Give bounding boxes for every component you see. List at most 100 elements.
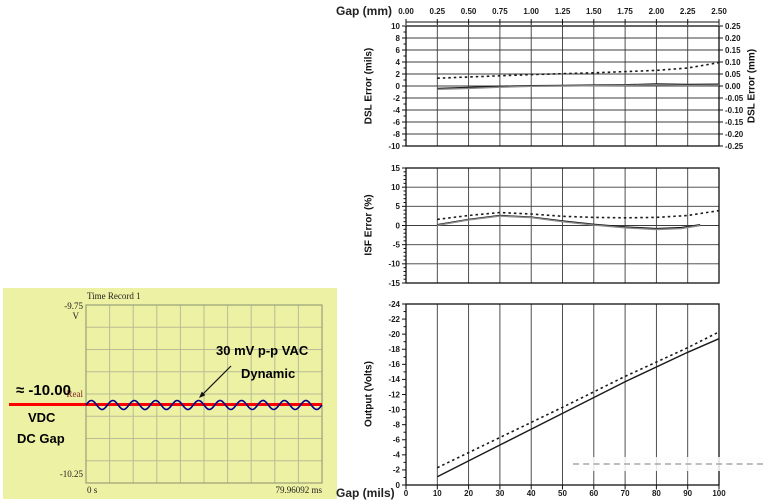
tick-label: 50 [558, 489, 567, 498]
dsl-error-mils-axis-title: DSL Error (mils) [363, 47, 375, 125]
series-dsl-solid-gray [437, 84, 720, 90]
output-volts-axis-title: Output (Volts) [363, 361, 375, 427]
tick-label: -0.15 [725, 118, 744, 127]
chart-output-volts: -24-22-20-18-16-14-12-10-8-6-4-200 10 20 30… [388, 300, 726, 498]
vac-wave [85, 399, 323, 411]
tick-label: 0.20 [725, 34, 741, 43]
tick-label: 10 [391, 22, 400, 31]
tick-label: 5 [396, 202, 401, 211]
tick-label: 0.75 [492, 7, 508, 16]
tick-label: 1.50 [586, 7, 602, 16]
x-axis-end-value: 79.96092 ms [275, 485, 322, 495]
vdc-annotation: VDC [28, 410, 56, 425]
tick-label: 80 [652, 489, 661, 498]
tick-label: -24 [388, 300, 400, 309]
dsl-error-mm-axis-title: DSL Error (mm) [746, 48, 758, 124]
callout-arrowhead [199, 391, 206, 398]
right-y-tick-labels: 0.25 0.20 0.15 0.10 0.05 0.00 -0.05 -0.10 -0.15 -… [719, 22, 744, 151]
tick-label: 0.15 [725, 46, 741, 55]
tick-label: 2.00 [649, 7, 665, 16]
tick-label: -8 [393, 420, 401, 429]
tick-label: -6 [393, 436, 401, 445]
tick-label: 0.00 [398, 7, 414, 16]
tick-label: -10 [388, 260, 400, 269]
tick-label: 0 [396, 481, 401, 490]
tick-label: -0.10 [725, 106, 744, 115]
y-tick-labels: 10 8 6 4 2 0 -2 -4 -6 -8 -10 [388, 22, 406, 151]
y-axis-bottom-value: -10.25 [59, 469, 83, 479]
series-dsl-dashed [437, 61, 720, 79]
tick-label: -10 [388, 405, 400, 414]
dc-level-annotation: ≈ -10.00 [16, 382, 71, 399]
time-record-panel: Time Record 1 -9.75 V Real -10.25 0 s 79… [3, 288, 337, 499]
tick-label: 2.50 [711, 7, 727, 16]
tick-label: 0 [396, 82, 401, 91]
tick-label: 8 [396, 34, 401, 43]
gridlines [405, 167, 720, 284]
series-isf-solid-gray [437, 215, 701, 231]
bottom-x-axis-label: Gap (mils) [336, 486, 395, 500]
top-x-axis-label: Gap (mm) [336, 4, 393, 18]
tick-label: 1.25 [555, 7, 571, 16]
tick-label: 0 [396, 221, 401, 230]
tick-label: 2.25 [680, 7, 696, 16]
tick-label: -4 [393, 106, 401, 115]
y-tick-labels: 15 10 5 0 -5 -10 -15 [388, 164, 406, 288]
tick-label: -22 [388, 315, 400, 324]
real-trace-label: Real [66, 389, 84, 399]
tick-label: 60 [589, 489, 598, 498]
tick-label: 15 [391, 164, 400, 173]
y-axis-top-value: -9.75 [64, 301, 83, 311]
callout-arrow [200, 365, 232, 397]
tick-label: 0.25 [725, 22, 741, 31]
erased-watermark-smudge [573, 457, 763, 471]
tick-label: 4 [396, 58, 401, 67]
tick-label: 1.75 [617, 7, 633, 16]
tick-label: -12 [388, 390, 400, 399]
tick-label: 70 [621, 489, 630, 498]
tick-label: 0.05 [725, 70, 741, 79]
tick-label: 100 [712, 489, 726, 498]
tick-label: -0.05 [725, 94, 744, 103]
tick-label: -8 [393, 130, 401, 139]
calibration-charts: 1086420-2-4-6-8-100.250.200.150.100.050.… [388, 7, 743, 498]
tick-label: -0.20 [725, 130, 744, 139]
tick-label: -6 [393, 118, 401, 127]
vac-callout-line2: Dynamic [241, 366, 296, 381]
top-x-axis: 0.00 0.25 0.50 0.75 1.00 1.25 1.50 1.75 2.00 2.25… [398, 7, 727, 25]
panel-plot-border [85, 304, 323, 484]
tick-label: -5 [393, 240, 401, 249]
tick-label: -0.25 [725, 142, 744, 151]
tick-label: 0 [404, 489, 409, 498]
tick-label: -15 [388, 279, 400, 288]
chart-isf-error: 15 10 5 0 -5 -10 -15 [388, 164, 720, 288]
y-axis-unit: V [72, 311, 80, 321]
tick-label: -20 [388, 330, 400, 339]
bottom-x-axis: 0 10 20 30 40 50 60 70 80 90 100 [404, 485, 726, 498]
tick-label: -2 [393, 94, 401, 103]
vac-callout-line1: 30 mV p-p VAC [216, 343, 309, 358]
tick-label: -4 [393, 451, 401, 460]
x-axis-start-value: 0 s [87, 485, 98, 495]
isf-error-axis-title: ISF Error (%) [363, 194, 375, 256]
tick-label: 0.00 [725, 82, 741, 91]
tick-label: 0.50 [461, 7, 477, 16]
time-record-title: Time Record 1 [87, 291, 141, 301]
tick-label: 30 [495, 489, 504, 498]
time-record-plot [3, 288, 337, 499]
tick-label: 90 [683, 489, 692, 498]
tick-label: 20 [464, 489, 473, 498]
tick-label: 2 [396, 70, 401, 79]
y-tick-labels: -24-22-20-18-16-14-12-10-8-6-4-20 [388, 300, 406, 490]
tick-label: 1.00 [523, 7, 539, 16]
tick-label: -10 [388, 142, 400, 151]
chart-dsl-error: 1086420-2-4-6-8-100.250.200.150.100.050.… [388, 7, 743, 151]
dc-gap-annotation: DC Gap [17, 431, 65, 446]
tick-label: -14 [388, 375, 400, 384]
tick-label: 6 [396, 46, 401, 55]
tick-label: -2 [393, 466, 401, 475]
series-output-solid [436, 338, 720, 478]
tick-label: 0.10 [725, 58, 741, 67]
tick-label: -18 [388, 345, 400, 354]
